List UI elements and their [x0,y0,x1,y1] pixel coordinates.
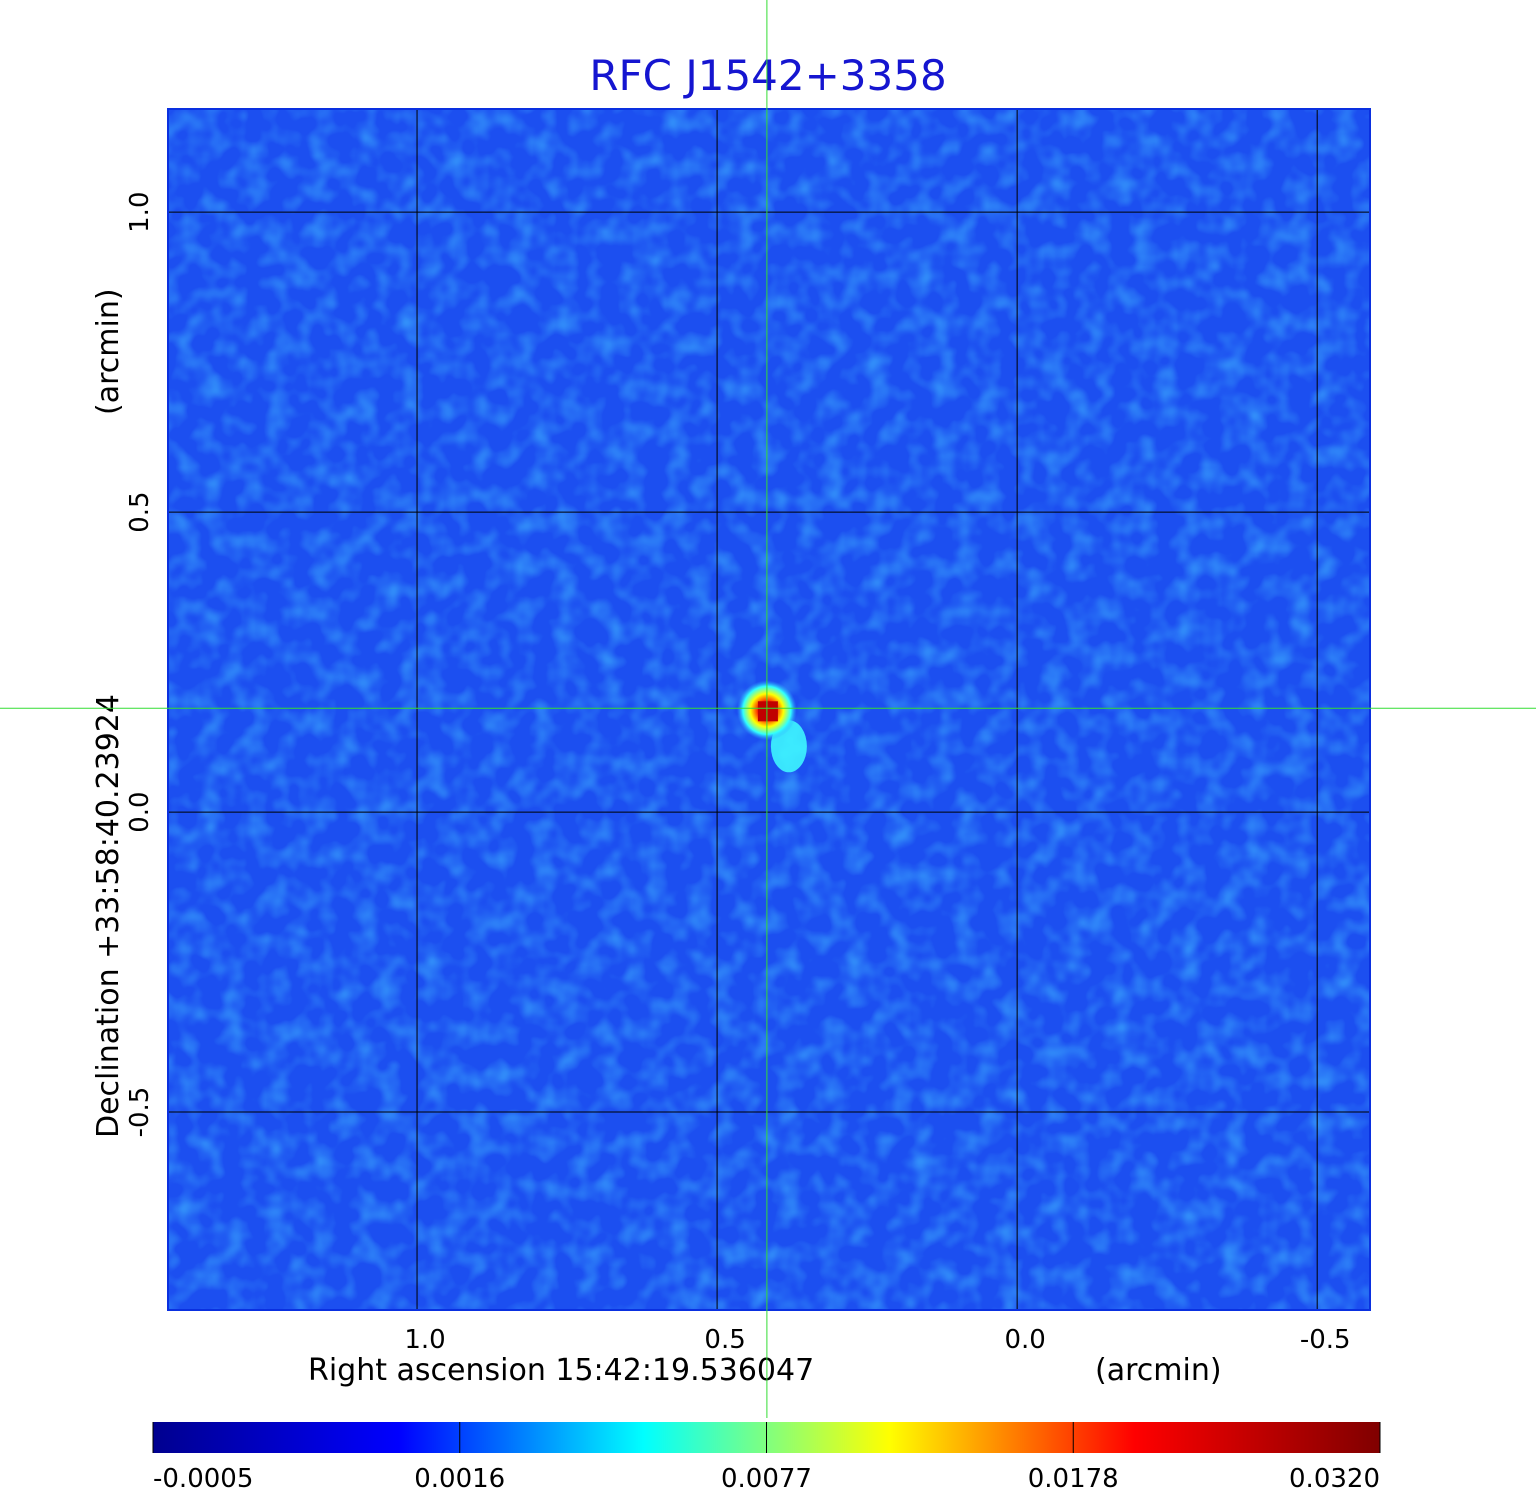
colorbar-tick-label: 0.0077 [721,1464,812,1494]
colorbar-tick-label: 0.0320 [1289,1464,1380,1494]
x-axis-unit: (arcmin) [1095,1353,1222,1388]
chart-title: RFC J1542+3358 [589,51,946,100]
y-tick-label: 1.0 [125,192,155,233]
x-tick-label: 1.0 [404,1325,445,1355]
plot-frame [167,108,1371,1311]
x-tick-label: 0.5 [704,1325,745,1355]
x-tick-label: -0.5 [1300,1325,1351,1355]
x-axis-label: Right ascension 15:42:19.536047 [308,1353,814,1388]
source-peak [757,701,778,722]
x-tick-label: 0.0 [1004,1325,1045,1355]
y-tick-label: -0.5 [125,1087,155,1138]
y-axis-label: Declination +33:58:40.23924 [91,694,126,1138]
colorbar-tick-label: 0.0016 [414,1464,505,1494]
y-tick-label: 0.5 [125,491,155,532]
colorbar-tick-label: 0.0178 [1028,1464,1119,1494]
y-tick-label: 0.0 [125,791,155,832]
colorbar-tick-label: -0.0005 [153,1464,253,1494]
y-axis-unit: (arcmin) [91,288,126,415]
